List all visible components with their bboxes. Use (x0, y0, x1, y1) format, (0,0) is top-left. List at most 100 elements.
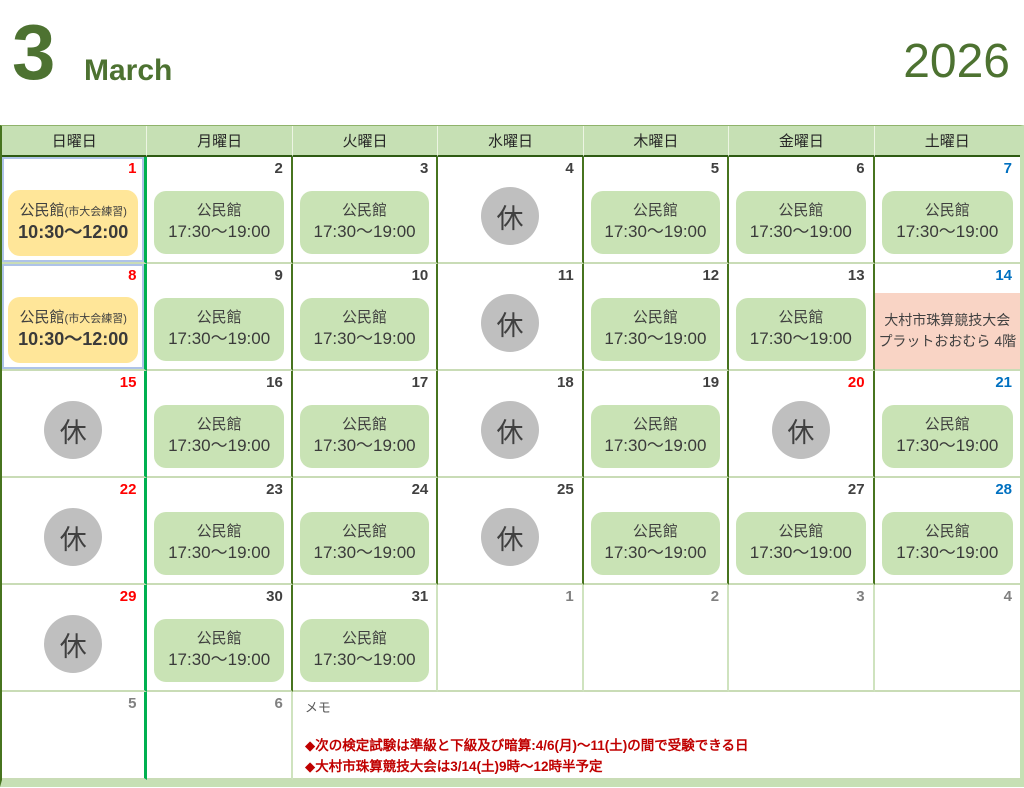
event-title-text: 公民館 (196, 523, 242, 541)
event-title: 公民館 (633, 310, 678, 327)
event-title-note: (市大会練習) (64, 206, 127, 219)
event-title: 公民館 (197, 631, 242, 648)
event-title-text: 公民館 (342, 202, 388, 220)
event-box: 公民館 17:30〜19:00 (154, 512, 284, 575)
event-title: 公民館 (778, 310, 823, 327)
event-title-text: 大村市珠算競技大会 (884, 311, 1011, 328)
event-time: 17:30〜19:00 (168, 649, 271, 669)
event-title-text: 公民館 (924, 202, 970, 220)
event-title: 公民館 (778, 524, 823, 541)
event-time: プラットおおむら 4階 (878, 333, 1017, 349)
day-cell: 7 公民館 17:30〜19:00 (874, 157, 1020, 264)
event-time: 17:30〜19:00 (896, 221, 999, 241)
day-number: 19 (702, 374, 720, 391)
day-number: 24 (411, 481, 429, 498)
day-number: 3 (419, 160, 429, 177)
event-title: 公民館 (633, 524, 678, 541)
weekday-header: 火曜日 (292, 126, 439, 157)
day-number: 31 (411, 588, 429, 605)
day-cell: 28 公民館 17:30〜19:00 (874, 478, 1020, 585)
event-title: 公民館 (633, 417, 678, 434)
day-cell: 19 公民館 17:30〜19:00 (583, 371, 730, 478)
day-number: 5 (128, 695, 137, 712)
event-title: 公民館 (633, 203, 678, 220)
day-number: 21 (995, 374, 1012, 391)
event-title-text: 公民館 (778, 202, 824, 220)
event-title-text: 公民館 (342, 630, 388, 648)
day-number: 2 (274, 160, 283, 177)
event-title-text: 公民館 (632, 202, 678, 220)
event-time: 10:30〜12:00 (18, 328, 129, 349)
rest-day-label: 休 (787, 417, 815, 448)
weekday-header: 月曜日 (147, 126, 293, 157)
event-box: 公民館 17:30〜19:00 (154, 619, 284, 682)
event-box: 公民館 17:30〜19:00 (590, 298, 721, 361)
weekday-header: 土曜日 (874, 126, 1020, 157)
event-box: 大村市珠算競技大会 プラットおおむら 4階 (874, 293, 1020, 369)
day-number: 29 (119, 588, 137, 605)
rest-day-badge: 休 (480, 401, 539, 459)
event-time: 17:30〜19:00 (749, 221, 852, 241)
day-cell: 11 休 (438, 264, 584, 371)
day-cell: 24 公民館 17:30〜19:00 (292, 478, 439, 585)
day-number: 3 (856, 588, 865, 605)
event-box: 公民館 17:30〜19:00 (590, 405, 721, 468)
day-number: 8 (128, 267, 137, 284)
day-cell: 27 公民館 17:30〜19:00 (729, 478, 875, 585)
day-number: 13 (847, 267, 865, 284)
event-time: 17:30〜19:00 (313, 649, 416, 669)
day-number: 2 (710, 588, 720, 605)
day-number: 7 (1003, 160, 1012, 177)
event-time: 17:30〜19:00 (604, 328, 707, 348)
event-time: 10:30〜12:00 (18, 221, 129, 242)
day-cell: 1 公民館(市大会練習) 10:30〜12:00 (2, 157, 148, 264)
day-number: 22 (119, 481, 137, 498)
event-box: 公民館 17:30〜19:00 (881, 405, 1013, 468)
day-number: 11 (557, 267, 574, 284)
event-title-text: 公民館 (342, 309, 388, 327)
day-number: 30 (266, 588, 283, 605)
day-number: 12 (702, 267, 720, 284)
event-title: 公民館 (197, 417, 242, 434)
weekday-header: 金曜日 (729, 126, 875, 157)
rest-day-badge: 休 (44, 615, 103, 673)
event-box: 公民館 17:30〜19:00 (590, 512, 721, 575)
event-box: 公民館 17:30〜19:00 (154, 298, 284, 361)
month-number: 3 (12, 8, 56, 96)
rest-day-badge: 休 (771, 401, 830, 459)
day-cell: 21 公民館 17:30〜19:00 (874, 371, 1020, 478)
day-cell: 5 公民館 17:30〜19:00 (583, 157, 730, 264)
event-title: 公民館 (197, 310, 242, 327)
event-box: 公民館 17:30〜19:00 (299, 191, 430, 254)
rest-day-label: 休 (496, 417, 524, 448)
day-cell: 3 (729, 585, 875, 692)
event-title: 公民館 (197, 203, 242, 220)
event-time: 17:30〜19:00 (313, 328, 416, 348)
event-time: 17:30〜19:00 (168, 328, 271, 348)
day-cell: 18 休 (438, 371, 584, 478)
event-time: 17:30〜19:00 (168, 221, 271, 241)
day-cell: 9 公民館 17:30〜19:00 (147, 264, 293, 371)
day-number: 28 (995, 481, 1012, 498)
day-cell: 15 休 (2, 371, 148, 478)
day-cell: 29 休 (2, 585, 148, 692)
event-time: 17:30〜19:00 (313, 542, 416, 562)
day-number: 4 (565, 160, 574, 177)
event-time: 17:30〜19:00 (749, 542, 852, 562)
event-time: 17:30〜19:00 (168, 542, 271, 562)
day-number: 4 (1003, 588, 1012, 605)
calendar-header: 3 March 2026 (0, 0, 1024, 125)
day-cell: 22 休 (2, 478, 148, 585)
day-cell: 3 公民館 17:30〜19:00 (292, 157, 439, 264)
event-title: 大村市珠算競技大会 (884, 311, 1011, 328)
day-number: 23 (266, 481, 283, 498)
event-box: 公民館 17:30〜19:00 (299, 405, 430, 468)
event-time: 17:30〜19:00 (604, 542, 707, 562)
day-number: 10 (411, 267, 429, 284)
weekday-header: 日曜日 (2, 126, 148, 157)
rest-day-badge: 休 (480, 508, 539, 566)
event-title-text: 公民館 (196, 309, 242, 327)
day-cell: 6 公民館 17:30〜19:00 (729, 157, 875, 264)
rest-day-badge: 休 (44, 401, 103, 459)
memo-note: ◆次の検定試験は準級と下級及び暗算:4/6(月)〜11(土)の間で受験できる日 (304, 738, 749, 753)
